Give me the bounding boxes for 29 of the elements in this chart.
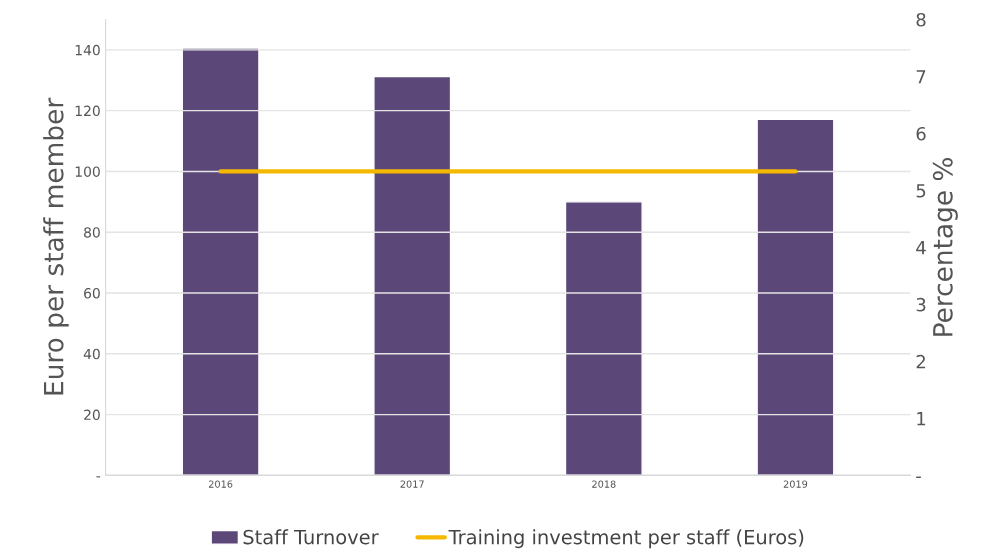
y-tick-label: 60 (84, 287, 100, 299)
x-tick-label: 2017 (400, 480, 424, 488)
y2-tick-label: 8 (916, 12, 926, 27)
y2-tick-label: 1 (917, 412, 926, 426)
y-tick-label: 100 (75, 166, 100, 177)
x-tick-label: 2018 (592, 480, 616, 488)
y2-axis-title: Percentage % (932, 157, 958, 336)
y2-tick-label: 2 (916, 354, 925, 369)
bar (181, 47, 260, 476)
y-tick-label: - (96, 476, 101, 478)
y-tick-label: 80 (84, 227, 100, 238)
legend-label: Staff Turnover (243, 529, 379, 545)
x-tick-label: 2016 (208, 480, 233, 488)
y-tick-label: 140 (75, 44, 100, 56)
legend-label: Training investment per staff (Euros) (448, 529, 804, 549)
y-tick-label: 120 (75, 105, 100, 117)
bar (756, 118, 835, 476)
y2-tick-label: - (916, 476, 921, 479)
y2-tick-label: 6 (916, 126, 926, 141)
bar (373, 75, 452, 476)
y2-tick-label: 3 (916, 297, 926, 312)
y2-tick-label: 5 (916, 184, 926, 198)
y-axis-title: Euro per staff member (43, 97, 69, 395)
y2-tick-label: 4 (916, 241, 926, 255)
y2-tick-label: 7 (916, 70, 926, 84)
x-tick-label: 2019 (783, 480, 808, 488)
y-tick-label: 40 (83, 348, 100, 360)
bar (564, 201, 643, 476)
y-tick-label: 20 (84, 409, 100, 421)
